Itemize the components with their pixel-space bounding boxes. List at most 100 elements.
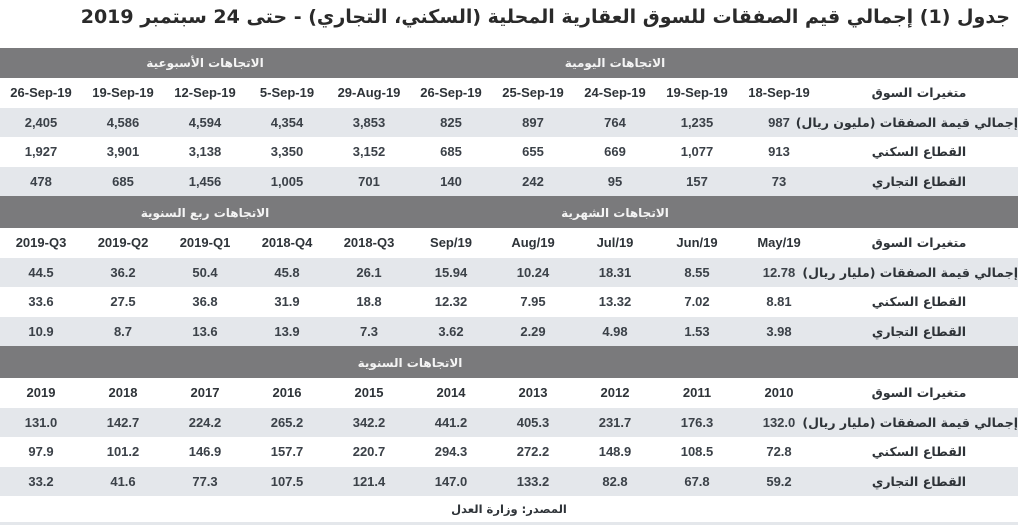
section-annual: الاتجاهات السنوية متغيرات السوق 2010 201… xyxy=(0,348,1018,496)
table-cell: 1,235 xyxy=(680,114,714,130)
section-monthly-quarterly: الاتجاهات الشهرية الاتجاهات ربع السنوية … xyxy=(0,198,1018,346)
column-header: 24-Sep-19 xyxy=(584,85,646,101)
table-cell: 669 xyxy=(604,144,626,160)
table-cell: 224.2 xyxy=(188,414,222,430)
column-header: Jul/19 xyxy=(596,235,634,251)
table-cell: 97.9 xyxy=(28,444,54,460)
table-cell: 8.55 xyxy=(684,264,710,280)
section-band: الاتجاهات اليومية الاتجاهات الأسبوعية xyxy=(0,48,1018,78)
table-cell: 4,594 xyxy=(188,114,222,130)
table-cell: 231.7 xyxy=(598,414,632,430)
table-cell: 3,138 xyxy=(188,144,222,160)
column-header: 26-Sep-19 xyxy=(10,85,72,101)
column-header: 19-Sep-19 xyxy=(92,85,154,101)
table-cell: 825 xyxy=(440,114,462,130)
band-spacer xyxy=(820,348,1018,378)
table-cell: 36.2 xyxy=(110,264,136,280)
table-cell: 33.2 xyxy=(28,473,54,489)
table-cell: 176.3 xyxy=(680,414,714,430)
table-cell: 13.32 xyxy=(598,294,632,310)
column-header-row: متغيرات السوق 2010 2011 2012 2013 2014 2… xyxy=(0,378,1018,408)
table-cell: 157.7 xyxy=(270,444,304,460)
column-header: 2017 xyxy=(190,385,220,401)
table-cell: 77.3 xyxy=(192,473,218,489)
table-cell: 121.4 xyxy=(352,473,386,489)
table-cell: 1,456 xyxy=(188,173,222,189)
row-label-commercial: القطاع التجاري xyxy=(871,173,967,189)
table-cell: 441.2 xyxy=(434,414,468,430)
table-cell: 59.2 xyxy=(766,473,792,489)
table-cell: 4,354 xyxy=(270,114,304,130)
table-cell: 95 xyxy=(607,173,623,189)
section-band: الاتجاهات الشهرية الاتجاهات ربع السنوية xyxy=(0,198,1018,228)
table-cell: 18.31 xyxy=(598,264,632,280)
table-cell: 36.8 xyxy=(192,294,218,310)
table-row-commercial: القطاع التجاري 3.98 1.53 4.98 2.29 3.62 … xyxy=(0,316,1018,346)
column-header: 2018 xyxy=(108,385,138,401)
table-cell: 1,005 xyxy=(270,173,304,189)
table-cell: 4.98 xyxy=(602,323,628,339)
table-cell: 26.1 xyxy=(356,264,382,280)
column-header: 2018-Q3 xyxy=(343,235,395,251)
table-cell: 3,901 xyxy=(106,144,140,160)
table-row-total: إجمالي قيمة الصفقات (مليار ريال) 132.0 1… xyxy=(0,407,1018,437)
table-cell: 15.94 xyxy=(434,264,468,280)
table-cell: 265.2 xyxy=(270,414,304,430)
table-cell: 140 xyxy=(440,173,462,189)
column-header: 29-Aug-19 xyxy=(337,85,401,101)
column-header: 25-Sep-19 xyxy=(502,85,564,101)
table-cell: 7.02 xyxy=(684,294,710,310)
table-cell: 1.53 xyxy=(684,323,710,339)
table-cell: 73 xyxy=(771,173,787,189)
column-header: 2013 xyxy=(518,385,548,401)
table-cell: 1,077 xyxy=(680,144,714,160)
table-row-residential: القطاع السكني 913 1,077 669 655 685 3,15… xyxy=(0,137,1018,167)
band-monthly: الاتجاهات الشهرية xyxy=(561,206,669,220)
table-cell: 67.8 xyxy=(684,473,710,489)
row-label-commercial: القطاع التجاري xyxy=(871,473,967,489)
table-cell: 897 xyxy=(522,114,544,130)
table-cell: 3.62 xyxy=(438,323,464,339)
table-cell: 13.6 xyxy=(192,323,218,339)
table-cell: 10.9 xyxy=(28,323,54,339)
table-cell: 108.5 xyxy=(680,444,714,460)
row-label-total: إجمالي قيمة الصفقات (مليون ريال) xyxy=(795,114,1018,130)
table-title: جدول (1) إجمالي قيم الصفقات للسوق العقار… xyxy=(80,6,1010,28)
band-weekly: الاتجاهات الأسبوعية xyxy=(146,56,264,70)
row-label-total: إجمالي قيمة الصفقات (مليار ريال) xyxy=(802,414,1018,430)
table-cell: 655 xyxy=(522,144,544,160)
table-cell: 31.9 xyxy=(274,294,300,310)
row-label-header: متغيرات السوق xyxy=(871,85,967,101)
row-label-total: إجمالي قيمة الصفقات (مليار ريال) xyxy=(802,264,1018,280)
table-cell: 913 xyxy=(768,144,790,160)
column-header: 2011 xyxy=(682,385,712,401)
table-cell: 272.2 xyxy=(516,444,550,460)
table-cell: 2,405 xyxy=(24,114,58,130)
table-cell: 148.9 xyxy=(598,444,632,460)
table-row-commercial: القطاع التجاري 73 157 95 242 140 701 1,0… xyxy=(0,166,1018,196)
section-band: الاتجاهات السنوية xyxy=(0,348,1018,378)
table-cell: 18.8 xyxy=(356,294,382,310)
table-cell: 12.78 xyxy=(762,264,796,280)
table-cell: 294.3 xyxy=(434,444,468,460)
band-spacer xyxy=(820,48,1018,78)
column-header-row: متغيرات السوق May/19 Jun/19 Jul/19 Aug/1… xyxy=(0,228,1018,258)
table-cell: 27.5 xyxy=(110,294,136,310)
column-header: 2019-Q1 xyxy=(179,235,231,251)
table-cell: 146.9 xyxy=(188,444,222,460)
table-cell: 242 xyxy=(522,173,544,189)
table-cell: 72.8 xyxy=(766,444,792,460)
section-divider xyxy=(0,196,1018,198)
row-label-header: متغيرات السوق xyxy=(871,385,967,401)
table-row-residential: القطاع السكني 72.8 108.5 148.9 272.2 294… xyxy=(0,437,1018,467)
source-note: المصدر: وزارة العدل xyxy=(0,496,1018,525)
table-cell: 133.2 xyxy=(516,473,550,489)
table-cell: 45.8 xyxy=(274,264,300,280)
table-cell: 478 xyxy=(30,173,52,189)
table-cell: 764 xyxy=(604,114,626,130)
table-cell: 131.0 xyxy=(24,414,58,430)
table-cell: 8.7 xyxy=(113,323,133,339)
table-cell: 220.7 xyxy=(352,444,386,460)
table-cell: 2.29 xyxy=(520,323,546,339)
table-cell: 132.0 xyxy=(762,414,796,430)
